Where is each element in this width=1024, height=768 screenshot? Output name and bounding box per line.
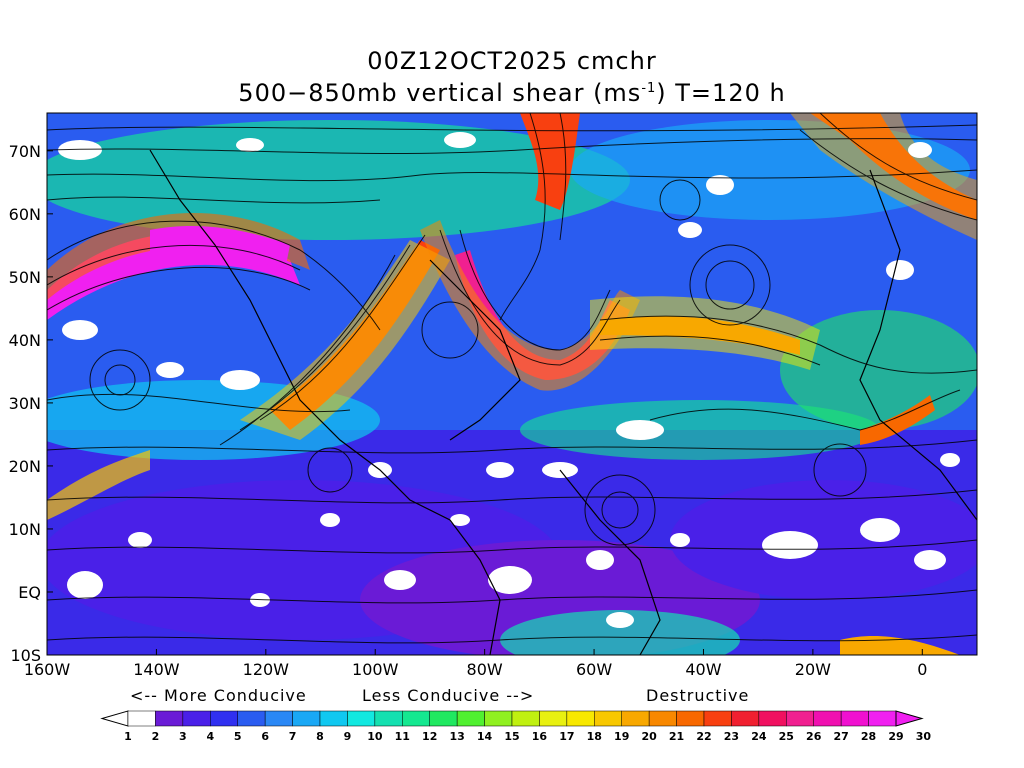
title-line2-suffix: ) T=120 h [656, 79, 786, 107]
colorbar-swatch [621, 710, 650, 727]
lat-tick-label: 30N [9, 394, 41, 413]
colorbar-swatch [758, 710, 787, 727]
colorbar-swatch [703, 710, 732, 727]
colorbar-value-label: 7 [289, 730, 297, 743]
less-conducive-label: Less Conducive --> [362, 686, 535, 705]
chart-title-line1: 00Z12OCT2025 cmchr [367, 47, 657, 75]
colorbar-value-label: 12 [422, 730, 437, 743]
destructive-label: Destructive [646, 686, 750, 705]
colorbar-value-label: 16 [532, 730, 548, 743]
colorbar-swatch [676, 710, 705, 727]
colorbar-value-label: 27 [833, 730, 848, 743]
colorbar-swatch [566, 710, 595, 727]
colorbar-swatch [456, 710, 485, 727]
chart-title-line2: 500−850mb vertical shear (ms-1) T=120 h [0, 76, 1024, 106]
colorbar-swatch [402, 710, 430, 727]
colorbar-swatch [429, 710, 458, 727]
colorbar-value-label: 13 [449, 730, 464, 743]
colorbar-value-label: 5 [234, 730, 242, 743]
colorbar [100, 710, 924, 727]
colorbar-swatch [347, 710, 376, 727]
lon-tick-label: 20W [795, 660, 831, 679]
colorbar-value-label: 8 [316, 730, 324, 743]
colorbar-swatch [731, 710, 760, 727]
streamlines [47, 113, 977, 644]
longitude-ticks: 160W 140W 120W 100W 80W 60W 40W 20W 0 [24, 649, 927, 679]
colorbar-value-label: 20 [641, 730, 657, 743]
lon-tick-label: 80W [467, 660, 503, 679]
map-frame [46, 112, 978, 656]
colorbar-swatch [840, 710, 869, 727]
colorbar-value-label: 29 [888, 730, 903, 743]
colorbar-value-label: 25 [779, 730, 794, 743]
colorbar-labels: 1 2 3 4 5 6 7 8 9 10 11 12 13 14 15 16 17 18 19 20 21 22 23 24 2… [124, 730, 931, 743]
colorbar-swatch [237, 710, 266, 727]
title-unit-exponent: -1 [641, 81, 657, 96]
lat-tick-label: 20N [9, 457, 41, 476]
shear-field [47, 113, 977, 655]
lat-tick-label: 40N [9, 331, 41, 350]
colorbar-value-label: 6 [261, 730, 269, 743]
colorbar-value-label: 23 [724, 730, 739, 743]
colorbar-value-label: 28 [861, 730, 876, 743]
colorbar-value-label: 17 [559, 730, 574, 743]
colorbar-swatch [786, 710, 814, 727]
colorbar-swatch [264, 710, 293, 727]
lat-tick-label: 50N [9, 268, 41, 287]
lon-tick-label: 0 [917, 660, 927, 679]
colorbar-value-label: 9 [344, 730, 352, 743]
colorbar-value-label: 1 [124, 730, 132, 743]
colorbar-value-label: 2 [152, 730, 160, 743]
colorbar-swatch [594, 710, 622, 727]
lat-tick-label: 10S [10, 646, 41, 665]
lon-tick-label: 140W [133, 660, 180, 679]
colorbar-value-label: 24 [751, 730, 767, 743]
colorbar-value-label: 3 [179, 730, 187, 743]
colorbar-value-label: 19 [614, 730, 629, 743]
colorbar-swatch [374, 710, 403, 727]
colorbar-swatch [484, 710, 513, 727]
colorbar-swatch [539, 710, 568, 727]
lat-tick-label: EQ [18, 583, 41, 602]
latitude-ticks: 70N 60N 50N 40N 30N 20N 10N EQ 10S [9, 142, 53, 665]
low-shear-patches [58, 132, 960, 628]
lon-tick-label: 160W [24, 660, 71, 679]
coastlines [149, 149, 977, 655]
colorbar-over-arrow [895, 710, 924, 727]
colorbar-value-label: 11 [395, 730, 410, 743]
colorbar-value-label: 21 [669, 730, 684, 743]
lon-tick-label: 40W [685, 660, 721, 679]
colorbar-swatch [155, 710, 184, 727]
lat-tick-label: 10N [9, 520, 41, 539]
title-line2-prefix: 500−850mb vertical shear (ms [238, 79, 642, 107]
lon-tick-label: 100W [352, 660, 399, 679]
colorbar-value-label: 4 [206, 730, 214, 743]
colorbar-swatch [127, 710, 156, 727]
colorbar-swatch [182, 710, 211, 727]
colorbar-value-label: 10 [367, 730, 383, 743]
colorbar-value-label: 15 [504, 730, 519, 743]
colorbar-value-label: 30 [916, 730, 932, 743]
lat-tick-label: 60N [9, 205, 41, 224]
colorbar-swatch [813, 710, 842, 727]
colorbar-value-label: 14 [477, 730, 493, 743]
colorbar-swatch [648, 710, 677, 727]
colorbar-under-arrow [100, 710, 129, 727]
colorbar-value-label: 26 [806, 730, 822, 743]
colorbar-swatch [319, 710, 348, 727]
lon-tick-label: 60W [576, 660, 612, 679]
colorbar-swatch [868, 710, 897, 727]
colorbar-swatch [210, 710, 238, 727]
colorbar-value-label: 18 [587, 730, 602, 743]
colorbar-value-label: 22 [696, 730, 711, 743]
colorbar-swatch [292, 710, 321, 727]
lat-tick-label: 70N [9, 142, 41, 161]
lon-tick-label: 120W [243, 660, 290, 679]
colorbar-swatch [511, 710, 540, 727]
more-conducive-label: <-- More Conducive [130, 686, 307, 705]
